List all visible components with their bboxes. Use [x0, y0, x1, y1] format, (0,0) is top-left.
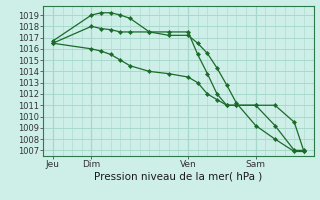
X-axis label: Pression niveau de la mer( hPa ): Pression niveau de la mer( hPa ) [94, 172, 262, 182]
